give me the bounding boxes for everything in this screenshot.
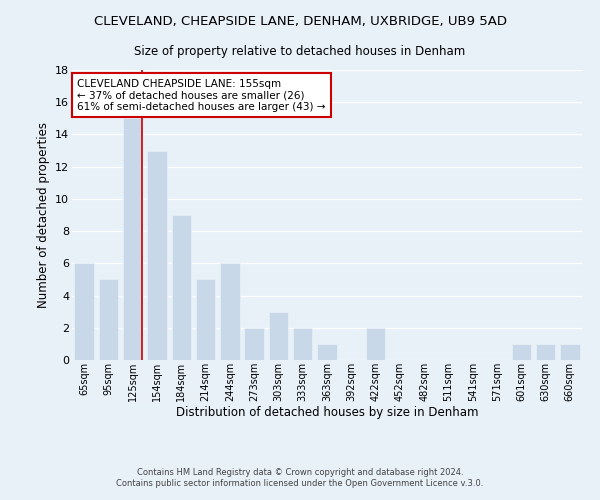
- Y-axis label: Number of detached properties: Number of detached properties: [37, 122, 50, 308]
- Bar: [196, 280, 215, 360]
- X-axis label: Distribution of detached houses by size in Denham: Distribution of detached houses by size …: [176, 406, 478, 420]
- Bar: [366, 328, 385, 360]
- Bar: [147, 150, 167, 360]
- Bar: [293, 328, 313, 360]
- Bar: [512, 344, 531, 360]
- Text: CLEVELAND CHEAPSIDE LANE: 155sqm
← 37% of detached houses are smaller (26)
61% o: CLEVELAND CHEAPSIDE LANE: 155sqm ← 37% o…: [77, 78, 326, 112]
- Bar: [317, 344, 337, 360]
- Bar: [536, 344, 555, 360]
- Text: Size of property relative to detached houses in Denham: Size of property relative to detached ho…: [134, 45, 466, 58]
- Bar: [172, 215, 191, 360]
- Text: Contains HM Land Registry data © Crown copyright and database right 2024.
Contai: Contains HM Land Registry data © Crown c…: [116, 468, 484, 487]
- Bar: [269, 312, 288, 360]
- Text: CLEVELAND, CHEAPSIDE LANE, DENHAM, UXBRIDGE, UB9 5AD: CLEVELAND, CHEAPSIDE LANE, DENHAM, UXBRI…: [94, 15, 506, 28]
- Bar: [220, 264, 239, 360]
- Bar: [560, 344, 580, 360]
- Bar: [99, 280, 118, 360]
- Bar: [244, 328, 264, 360]
- Bar: [123, 118, 142, 360]
- Bar: [74, 264, 94, 360]
